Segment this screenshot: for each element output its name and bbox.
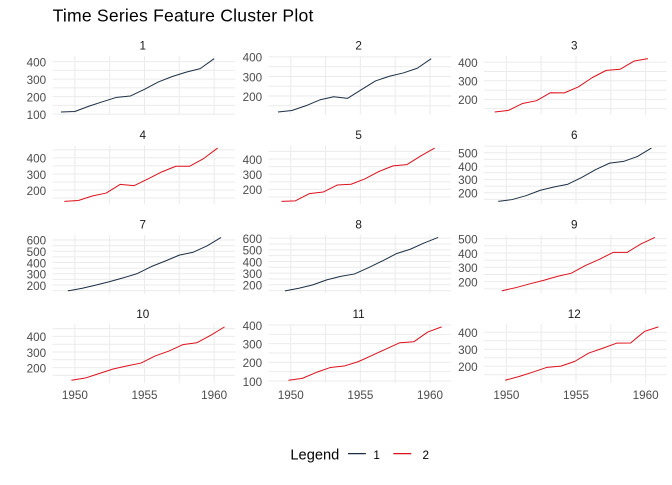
svg-text:1950: 1950: [62, 389, 89, 402]
svg-text:300: 300: [27, 74, 47, 87]
svg-text:9: 9: [571, 219, 578, 232]
svg-text:1950: 1950: [493, 389, 520, 402]
svg-text:600: 600: [27, 235, 47, 248]
svg-text:200: 200: [458, 188, 478, 201]
svg-text:400: 400: [27, 56, 47, 69]
svg-text:300: 300: [243, 268, 263, 281]
svg-text:1960: 1960: [417, 389, 444, 402]
svg-text:1955: 1955: [131, 389, 158, 402]
svg-text:300: 300: [458, 262, 478, 275]
svg-text:300: 300: [243, 169, 263, 182]
svg-text:1960: 1960: [633, 389, 660, 402]
svg-text:300: 300: [27, 269, 47, 282]
svg-text:200: 200: [458, 94, 478, 107]
svg-text:1: 1: [373, 449, 380, 462]
svg-text:600: 600: [243, 233, 263, 246]
svg-text:2: 2: [355, 40, 362, 53]
svg-text:1960: 1960: [201, 389, 228, 402]
svg-text:400: 400: [458, 327, 478, 340]
svg-text:300: 300: [243, 71, 263, 84]
svg-text:400: 400: [243, 154, 263, 167]
svg-text:400: 400: [243, 256, 263, 269]
svg-text:1955: 1955: [563, 389, 590, 402]
svg-text:300: 300: [27, 169, 47, 182]
svg-text:3: 3: [571, 40, 578, 53]
svg-text:300: 300: [458, 174, 478, 187]
svg-text:300: 300: [458, 76, 478, 89]
svg-text:400: 400: [27, 153, 47, 166]
svg-text:400: 400: [243, 52, 263, 65]
svg-text:400: 400: [458, 161, 478, 174]
svg-text:400: 400: [27, 257, 47, 270]
svg-text:7: 7: [139, 219, 146, 232]
svg-text:100: 100: [243, 376, 263, 389]
svg-text:1950: 1950: [278, 389, 305, 402]
svg-text:11: 11: [353, 308, 365, 321]
svg-text:12: 12: [568, 308, 581, 321]
svg-text:500: 500: [243, 245, 263, 258]
svg-text:200: 200: [27, 362, 47, 375]
svg-text:200: 200: [458, 276, 478, 289]
svg-text:1: 1: [139, 40, 146, 53]
svg-text:400: 400: [27, 331, 47, 344]
svg-text:Time Series Feature Cluster Pl: Time Series Feature Cluster Plot: [53, 5, 314, 25]
svg-text:Legend: Legend: [290, 448, 339, 464]
svg-text:5: 5: [355, 129, 362, 142]
svg-text:500: 500: [27, 246, 47, 259]
svg-text:200: 200: [27, 185, 47, 198]
svg-text:200: 200: [27, 91, 47, 104]
svg-text:300: 300: [27, 347, 47, 360]
svg-text:300: 300: [243, 338, 263, 351]
svg-text:500: 500: [458, 148, 478, 161]
svg-text:200: 200: [243, 91, 263, 104]
svg-text:6: 6: [571, 129, 578, 142]
svg-text:4: 4: [139, 129, 146, 142]
svg-text:500: 500: [458, 233, 478, 246]
svg-text:200: 200: [243, 184, 263, 197]
svg-text:400: 400: [458, 57, 478, 70]
svg-text:1955: 1955: [347, 389, 374, 402]
svg-text:400: 400: [458, 248, 478, 261]
svg-text:200: 200: [27, 280, 47, 293]
svg-text:100: 100: [27, 109, 47, 122]
svg-text:200: 200: [458, 361, 478, 374]
svg-text:2: 2: [422, 449, 429, 462]
svg-text:400: 400: [243, 320, 263, 333]
svg-text:200: 200: [243, 280, 263, 293]
svg-text:300: 300: [458, 344, 478, 357]
svg-text:8: 8: [355, 219, 362, 232]
svg-text:200: 200: [243, 357, 263, 370]
svg-text:10: 10: [136, 308, 150, 321]
